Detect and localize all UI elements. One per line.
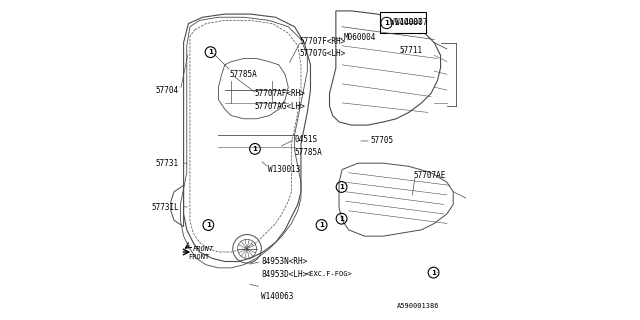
- Text: A590001386: A590001386: [396, 303, 439, 309]
- Text: 0451S: 0451S: [294, 135, 317, 144]
- Text: W140007: W140007: [390, 18, 422, 27]
- Text: 57785A: 57785A: [294, 148, 323, 156]
- Text: W130013: W130013: [268, 165, 300, 174]
- Text: 57705: 57705: [371, 136, 394, 146]
- Text: W140007: W140007: [394, 19, 427, 28]
- Text: M060004: M060004: [344, 33, 376, 42]
- Text: 1: 1: [253, 146, 257, 152]
- Text: 84953N<RH>: 84953N<RH>: [261, 257, 308, 266]
- Text: <EXC.F-FOG>: <EXC.F-FOG>: [306, 271, 353, 277]
- Text: 1: 1: [206, 222, 211, 228]
- Text: 57711: 57711: [399, 46, 422, 55]
- Text: 57731: 57731: [156, 159, 179, 168]
- Text: 1: 1: [431, 270, 436, 276]
- Text: 1: 1: [319, 222, 324, 228]
- Text: 1: 1: [384, 20, 389, 26]
- Text: 5773IL: 5773IL: [151, 203, 179, 212]
- Text: 57785A: 57785A: [230, 70, 257, 79]
- Text: FRONT: FRONT: [188, 254, 210, 260]
- Text: 57707F<RH>: 57707F<RH>: [300, 36, 346, 45]
- Text: 57707AG<LH>: 57707AG<LH>: [255, 101, 306, 111]
- Text: 57707G<LH>: 57707G<LH>: [300, 49, 346, 58]
- Text: 57707AE: 57707AE: [413, 172, 446, 180]
- FancyBboxPatch shape: [380, 12, 426, 33]
- Text: 1: 1: [208, 49, 213, 55]
- Text: FRONT: FRONT: [193, 246, 214, 252]
- Text: 57704: 57704: [156, 86, 179, 95]
- Text: 1: 1: [339, 184, 344, 190]
- Text: 1: 1: [339, 216, 344, 222]
- Text: 57707AF<RH>: 57707AF<RH>: [255, 89, 306, 98]
- Text: W140063: W140063: [261, 292, 294, 301]
- Text: 84953D<LH>: 84953D<LH>: [261, 270, 308, 279]
